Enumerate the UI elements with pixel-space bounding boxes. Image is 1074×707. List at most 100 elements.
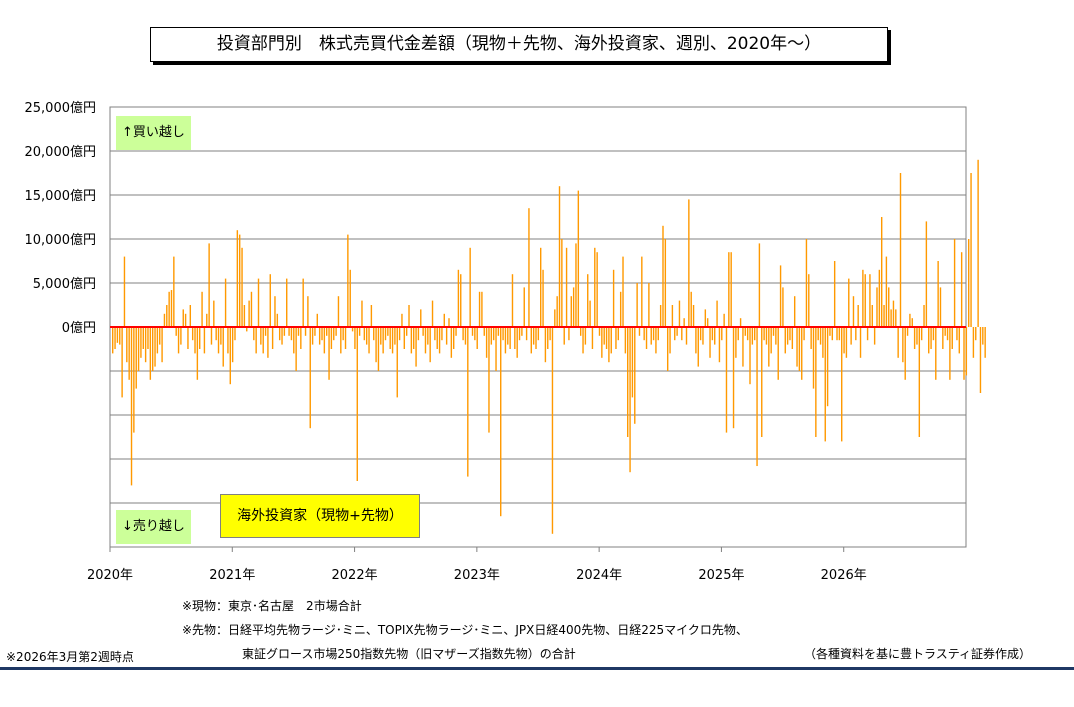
bar [441,327,443,341]
bar [636,283,638,327]
bar [302,278,304,327]
bar [373,327,375,341]
bar [215,327,217,341]
bar [173,256,175,327]
bar [206,313,208,327]
bar [892,300,895,327]
y-tick-label: 15,000億円 [25,188,97,204]
bar [857,305,859,327]
bar [716,300,718,327]
bar [344,327,347,349]
bar [833,261,836,327]
bar [149,327,152,380]
bar [170,290,173,327]
bar [380,327,382,345]
bar [387,327,389,336]
bar [267,327,269,358]
bar [347,234,349,327]
bar [147,327,149,349]
bar [666,327,669,371]
note-futures-line2: 東証グロース市場250指数先物（旧マザーズ指数先物）の合計 [242,647,576,661]
bar [469,247,471,327]
bar [822,327,824,358]
bar [492,327,495,341]
bar [159,327,161,345]
bar [925,221,928,327]
y-tick-label: 5,000億円 [33,276,96,292]
note-as-of: ※2026年3月第2週時点 [6,650,134,664]
bar [462,327,464,341]
bar [965,327,968,376]
bar [525,327,528,341]
bar [650,327,652,345]
bar [652,327,655,341]
bar [248,300,250,327]
bar [977,159,979,327]
bar [396,327,398,398]
bar [598,327,601,336]
bar [850,327,852,345]
bar [946,327,949,341]
bar [471,327,474,336]
bar [342,327,344,341]
bar [949,327,951,380]
bar [166,305,168,327]
bar [351,327,354,332]
bar [819,327,822,345]
bar [612,269,615,327]
bar [721,327,723,341]
bar [657,327,659,341]
bar [114,327,116,349]
bar [335,327,337,336]
bar [596,252,598,327]
y-tick-label: 0億円 [62,320,96,336]
bar [570,296,572,327]
bar [194,327,196,354]
bar [909,313,911,327]
bar [643,327,645,341]
bar [128,327,130,380]
bar [587,274,589,327]
bar [669,327,671,354]
bar [824,327,826,442]
bar [930,327,932,349]
net-selling-badge: ↓売り越し [116,510,191,544]
bar [641,256,643,327]
series-label: 海外投資家（現物+先物） [220,494,420,538]
bar [728,252,730,327]
bar [337,296,340,327]
bar [831,327,834,341]
bar [238,234,241,327]
bar [579,327,582,336]
bar [460,274,462,327]
bar [384,327,387,341]
x-tick-label: 2024年 [576,568,622,583]
bar [363,327,366,341]
bar [361,300,363,327]
bar [589,300,591,327]
bar [222,327,224,367]
bar [812,327,815,389]
bar [869,274,871,327]
bar [180,327,182,345]
bar [551,327,554,534]
bar [808,274,810,327]
bar [556,296,558,327]
bar [516,327,518,358]
bar [624,327,627,354]
bar [563,327,565,345]
bar [852,296,855,327]
bar [511,274,514,327]
bar [671,305,674,327]
bar [935,327,937,380]
bar [330,327,333,349]
bar [944,327,946,336]
bar [434,327,436,341]
bar [709,327,711,358]
bar [210,327,213,345]
bar [603,327,605,345]
bar [577,190,580,327]
bar [796,327,798,367]
bar [544,327,547,363]
bar [953,239,956,327]
